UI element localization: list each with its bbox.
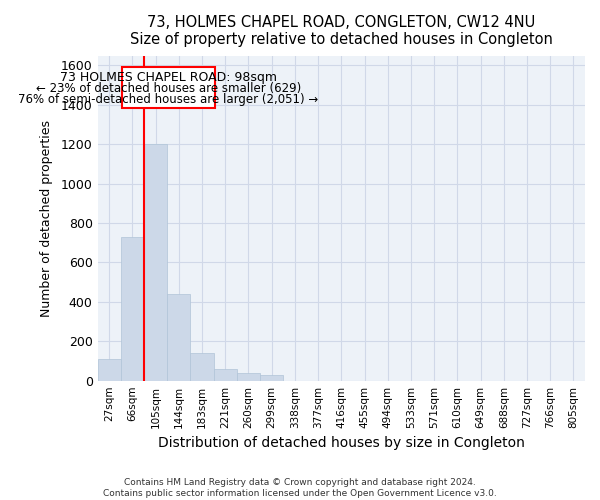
Bar	[98, 359, 121, 380]
Text: ← 23% of detached houses are smaller (629): ← 23% of detached houses are smaller (62…	[36, 82, 301, 95]
Text: Contains HM Land Registry data © Crown copyright and database right 2024.
Contai: Contains HM Land Registry data © Crown c…	[103, 478, 497, 498]
Bar	[190, 353, 214, 380]
Text: 73 HOLMES CHAPEL ROAD: 98sqm: 73 HOLMES CHAPEL ROAD: 98sqm	[60, 70, 277, 84]
Bar	[167, 294, 190, 380]
X-axis label: Distribution of detached houses by size in Congleton: Distribution of detached houses by size …	[158, 436, 525, 450]
Bar	[121, 237, 144, 380]
Text: 76% of semi-detached houses are larger (2,051) →: 76% of semi-detached houses are larger (…	[18, 93, 319, 106]
FancyBboxPatch shape	[122, 68, 215, 108]
Bar	[237, 373, 260, 380]
Bar	[144, 144, 167, 380]
Bar	[214, 369, 237, 380]
Title: 73, HOLMES CHAPEL ROAD, CONGLETON, CW12 4NU
Size of property relative to detache: 73, HOLMES CHAPEL ROAD, CONGLETON, CW12 …	[130, 15, 553, 48]
Bar	[260, 375, 283, 380]
Y-axis label: Number of detached properties: Number of detached properties	[40, 120, 53, 316]
